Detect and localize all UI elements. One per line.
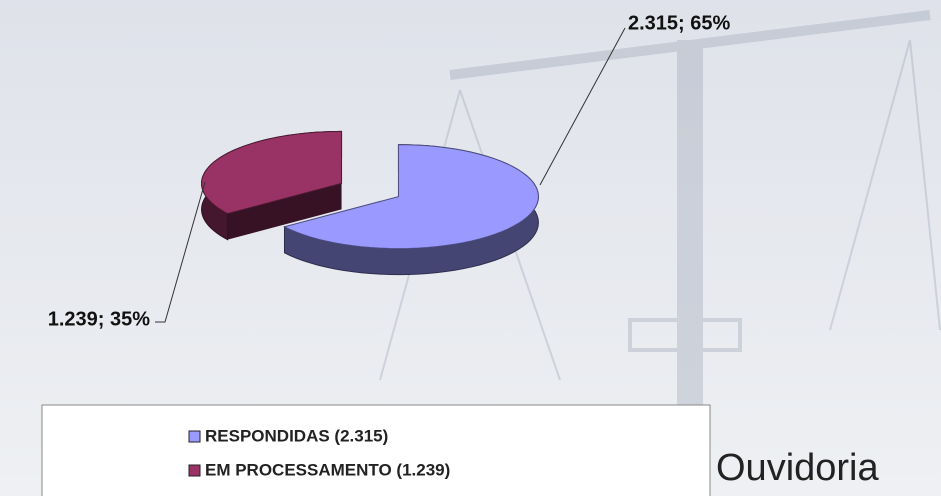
legend-label: RESPONDIDAS (2.315) [205, 426, 388, 445]
legend-swatch [189, 431, 200, 442]
page: {"chart_data": {"type": "pie", "categori… [0, 0, 941, 496]
legend-label: EM PROCESSAMENTO (1.239) [205, 460, 450, 479]
legend-swatch [189, 465, 200, 476]
data-label: 2.315; 65% [628, 12, 731, 34]
legend [42, 405, 710, 496]
chart: Ouvidoria 2.315; 65% 1.239; 35% RESPONDIDA… [0, 0, 941, 496]
logo-text: Ouvidoria [716, 447, 879, 489]
data-label: 1.239; 35% [48, 308, 151, 330]
